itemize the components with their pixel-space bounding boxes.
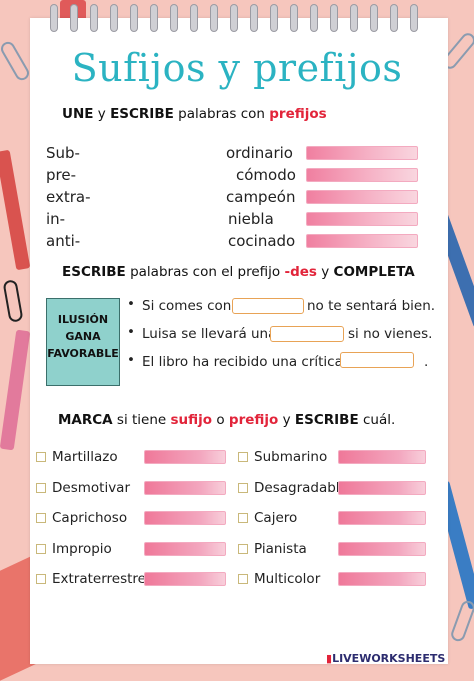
word-label: ordinario <box>226 144 293 162</box>
prefix-label: anti- <box>46 232 81 250</box>
section3-heading: MARCA si tiene sufijo o prefijo y ESCRIB… <box>58 412 396 428</box>
answer-field[interactable] <box>144 481 226 495</box>
logo-icon: ▮ <box>326 652 333 665</box>
sentence-after: . <box>424 354 429 370</box>
answer-field[interactable] <box>144 572 226 586</box>
bullet-icon: • <box>127 296 135 312</box>
bullet-icon: • <box>127 352 135 368</box>
answer-field[interactable] <box>144 511 226 525</box>
answer-field[interactable] <box>338 481 426 495</box>
box-word: ILUSIÓN <box>57 313 109 326</box>
answer-field[interactable] <box>338 542 426 556</box>
checkbox[interactable] <box>36 483 46 493</box>
list-item-label: Impropio <box>52 541 112 557</box>
list-item-label: Desagradable <box>254 480 348 496</box>
word-label: niebla <box>228 210 274 228</box>
prefix-label: pre- <box>46 166 76 184</box>
box-word: GANA <box>65 330 101 343</box>
bullet-icon: • <box>127 324 135 340</box>
word-label: cocinado <box>228 232 296 250</box>
answer-field[interactable] <box>338 511 426 525</box>
checkbox[interactable] <box>238 452 248 462</box>
list-item-label: Caprichoso <box>52 510 128 526</box>
checkbox[interactable] <box>238 544 248 554</box>
paperclip-decoration <box>449 598 474 644</box>
answer-field[interactable] <box>270 326 344 342</box>
answer-field[interactable] <box>144 450 226 464</box>
answer-field[interactable] <box>306 168 418 182</box>
list-item-label: Martillazo <box>52 449 118 465</box>
sentence-before: Luisa se llevará una <box>142 326 277 342</box>
checkbox[interactable] <box>238 574 248 584</box>
paperclip-decoration <box>2 279 24 323</box>
checkbox[interactable] <box>36 513 46 523</box>
checkbox[interactable] <box>36 544 46 554</box>
answer-field[interactable] <box>306 234 418 248</box>
sentence-after: si no vienes. <box>348 326 433 342</box>
answer-field[interactable] <box>306 146 418 160</box>
sentence-after: no te sentará bien. <box>307 298 436 314</box>
section1-heading: UNE y ESCRIBE palabras con prefijos <box>62 106 327 122</box>
answer-field[interactable] <box>232 298 304 314</box>
page-title: Sufijos y prefijos <box>71 46 403 90</box>
answer-field[interactable] <box>306 212 418 226</box>
answer-field[interactable] <box>340 352 414 368</box>
list-item-label: Submarino <box>254 449 328 465</box>
list-item-label: Cajero <box>254 510 298 526</box>
answer-field[interactable] <box>338 572 426 586</box>
notebook-rings <box>30 0 448 32</box>
list-item-label: Multicolor <box>254 571 321 587</box>
prefix-label: Sub- <box>46 144 80 162</box>
answer-field[interactable] <box>306 190 418 204</box>
box-word: FAVORABLE <box>47 347 119 360</box>
prefix-label: in- <box>46 210 66 228</box>
checkbox[interactable] <box>238 483 248 493</box>
answer-field[interactable] <box>144 542 226 556</box>
word-label: cómodo <box>236 166 296 184</box>
section2-heading: ESCRIBE palabras con el prefijo -des y C… <box>62 264 415 280</box>
checkbox[interactable] <box>238 513 248 523</box>
word-label: campeón <box>226 188 296 206</box>
sentence-before: Si comes con <box>142 298 232 314</box>
list-item-label: Pianista <box>254 541 307 557</box>
liveworksheets-logo: ▮LIVEWORKSHEETS <box>326 652 446 665</box>
list-item-label: Desmotivar <box>52 480 131 496</box>
checkbox[interactable] <box>36 452 46 462</box>
pencil-decoration <box>0 149 31 271</box>
checkbox[interactable] <box>36 574 46 584</box>
prefix-label: extra- <box>46 188 91 206</box>
word-box: ILUSIÓN GANA FAVORABLE <box>46 298 120 386</box>
sentence-before: El libro ha recibido una crítica <box>142 354 343 370</box>
pencil-decoration <box>0 329 31 451</box>
list-item-label: Extraterrestre <box>52 571 146 587</box>
answer-field[interactable] <box>338 450 426 464</box>
